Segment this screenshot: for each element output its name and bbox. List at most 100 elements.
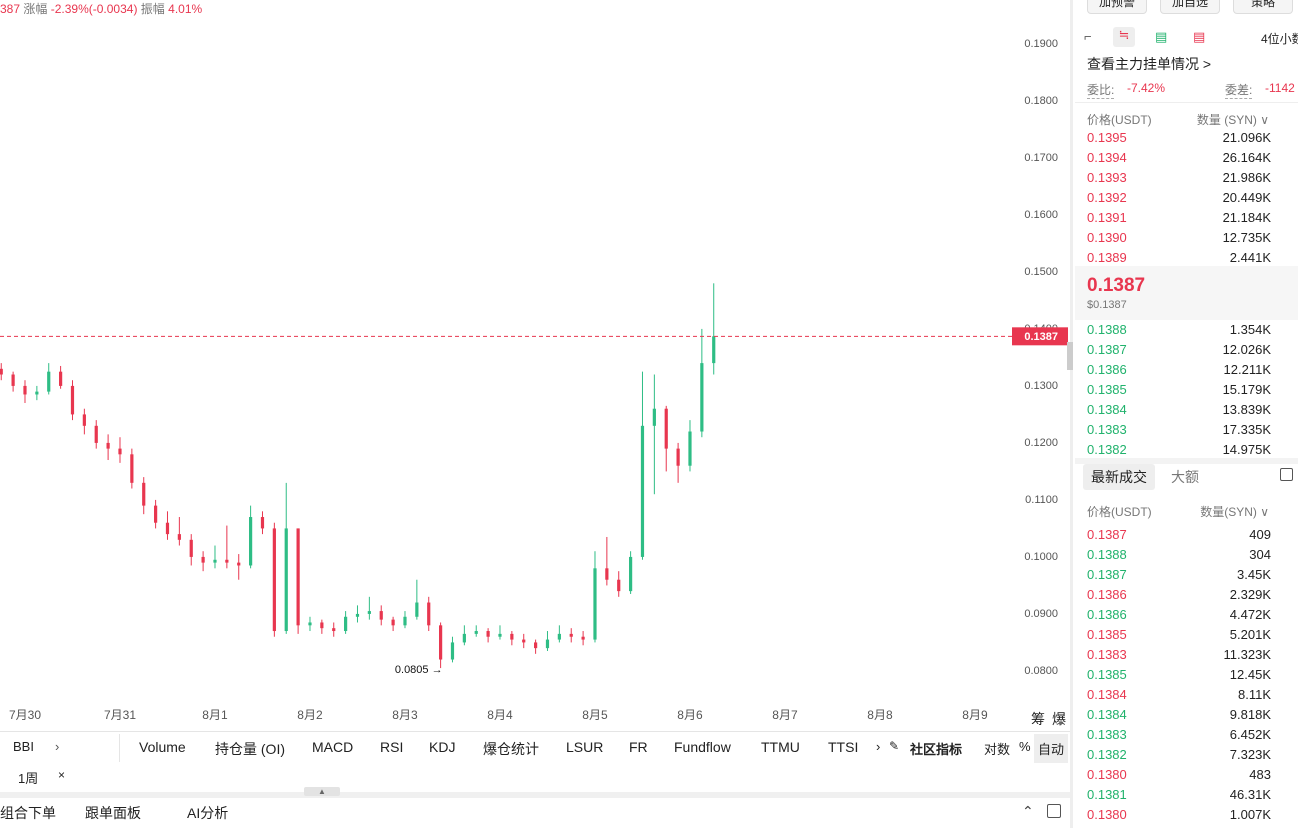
candle-body: [344, 616, 348, 632]
community[interactable]: 社区指标: [910, 742, 963, 757]
price: 0.1384: [1087, 687, 1127, 702]
candle-body: [296, 528, 300, 626]
indicator[interactable]: MACD: [312, 739, 354, 755]
last-price-label: 0.1387: [1024, 331, 1058, 343]
header[interactable]: 数量(SYN) ∨: [1200, 505, 1269, 519]
price: 0.1387: [1087, 342, 1127, 357]
candle-body: [142, 482, 146, 506]
candle-body: [688, 431, 692, 466]
collapse-handle[interactable]: ▲: [304, 787, 340, 796]
indicator[interactable]: 爆仓统计: [483, 741, 539, 757]
chevron[interactable]: ›: [876, 739, 881, 754]
candle-body: [450, 642, 455, 660]
price: 0.1383: [1087, 422, 1127, 437]
candle-body: [237, 562, 241, 566]
qty: 9.818K: [1229, 707, 1271, 722]
button[interactable]: 策略: [1233, 0, 1293, 14]
candle-body: [130, 454, 134, 483]
checkbox[interactable]: [1280, 468, 1293, 481]
indicator[interactable]: FR: [629, 739, 648, 755]
period[interactable]: 1周: [18, 771, 39, 786]
qty: 46.31K: [1229, 787, 1271, 802]
chevron[interactable]: ›: [55, 739, 60, 754]
candle-body: [249, 517, 253, 566]
candle-body: [225, 559, 229, 563]
candle-body: [23, 385, 27, 395]
qty: 6.452K: [1229, 727, 1271, 742]
button[interactable]: 加预警: [1087, 0, 1147, 14]
price: 0.1388: [1087, 547, 1127, 562]
candle-body: [189, 539, 193, 557]
y-tick-label: 0.1200: [1024, 437, 1058, 449]
y-tick-label: 0.1700: [1024, 152, 1058, 164]
candle-body: [332, 628, 336, 632]
qty: 1.007K: [1229, 807, 1271, 822]
expand-icon[interactable]: [1047, 804, 1061, 818]
indicator[interactable]: BBI: [13, 739, 34, 754]
indicator[interactable]: LSUR: [566, 739, 604, 755]
indicator[interactable]: Fundflow: [674, 739, 731, 755]
icon[interactable]: ▤: [1193, 29, 1206, 44]
y-tick-label: 0.0900: [1024, 608, 1058, 620]
candle-body: [106, 442, 110, 449]
candle-body: [439, 625, 443, 660]
price: 0.1381: [1087, 787, 1127, 802]
qty: 21.096K: [1222, 130, 1271, 145]
button[interactable]: 加自选: [1160, 0, 1220, 14]
candle-body: [415, 602, 419, 617]
candle-body: [498, 633, 502, 637]
collapse-icon[interactable]: ⌃: [1022, 803, 1034, 819]
side-label[interactable]: 爆: [1052, 711, 1066, 727]
handle[interactable]: [1067, 342, 1073, 370]
edit-icon[interactable]: ✎: [889, 739, 900, 753]
toggle[interactable]: 对数: [984, 742, 1011, 757]
bottom-tab[interactable]: 组合下单: [0, 805, 56, 821]
icon[interactable]: ▤: [1155, 29, 1168, 44]
icon[interactable]: ⌐: [1084, 29, 1092, 44]
price: 0.1386: [1087, 607, 1127, 622]
indicator[interactable]: TTMU: [761, 739, 800, 755]
tab[interactable]: 大额: [1171, 469, 1199, 485]
candle-body: [700, 363, 704, 432]
last-price-tag: [1012, 327, 1068, 346]
candle-body: [0, 368, 3, 375]
header-stats: 387 涨幅 -2.39%(-0.0034) 振幅 4.01%: [0, 0, 202, 17]
y-tick-label: 0.0800: [1024, 665, 1058, 677]
header[interactable]: 数量 (SYN) ∨: [1196, 113, 1269, 127]
tab[interactable]: 最新成交: [1083, 464, 1155, 490]
x-tick-label: 8月8: [867, 708, 893, 722]
candle-body: [652, 408, 656, 426]
indicator[interactable]: RSI: [380, 739, 404, 755]
toggle[interactable]: %: [1019, 739, 1031, 754]
indicator[interactable]: 持仓量 (OI): [215, 741, 285, 757]
qty: 17.335K: [1222, 422, 1271, 437]
price: 0.1385: [1087, 627, 1127, 642]
price: 0.1387: [1087, 567, 1127, 582]
indicator[interactable]: TTSI: [828, 739, 859, 755]
side-label[interactable]: 筹: [1031, 711, 1045, 727]
candle-body: [355, 613, 360, 617]
bottom-tab[interactable]: 跟单面板: [85, 805, 141, 821]
toggle[interactable]: 自动: [1034, 734, 1069, 763]
indicator[interactable]: KDJ: [429, 739, 456, 755]
price: 0.1393: [1087, 170, 1127, 185]
x-tick-label: 8月2: [297, 708, 323, 722]
indicator[interactable]: Volume: [139, 739, 186, 755]
candle-body: [272, 528, 276, 632]
icon[interactable]: ≒: [1113, 27, 1135, 47]
candle-body: [581, 636, 585, 640]
candle-body: [629, 556, 633, 592]
y-tick-label: 0.1900: [1024, 38, 1058, 50]
x-tick-label: 8月1: [202, 708, 228, 722]
y-tick-label: 0.1300: [1024, 380, 1058, 392]
qty: 12.211K: [1223, 362, 1271, 377]
bottom-tab[interactable]: AI分析: [187, 805, 229, 821]
close[interactable]: ×: [58, 768, 66, 782]
y-tick-label: 0.1000: [1024, 551, 1058, 563]
qty: 3.45K: [1237, 567, 1271, 582]
link[interactable]: 查看主力挂单情况 >: [1087, 56, 1212, 72]
decimals[interactable]: 4位小数: [1261, 32, 1298, 46]
price: 0.1386: [1087, 587, 1127, 602]
candle-body: [47, 371, 51, 392]
